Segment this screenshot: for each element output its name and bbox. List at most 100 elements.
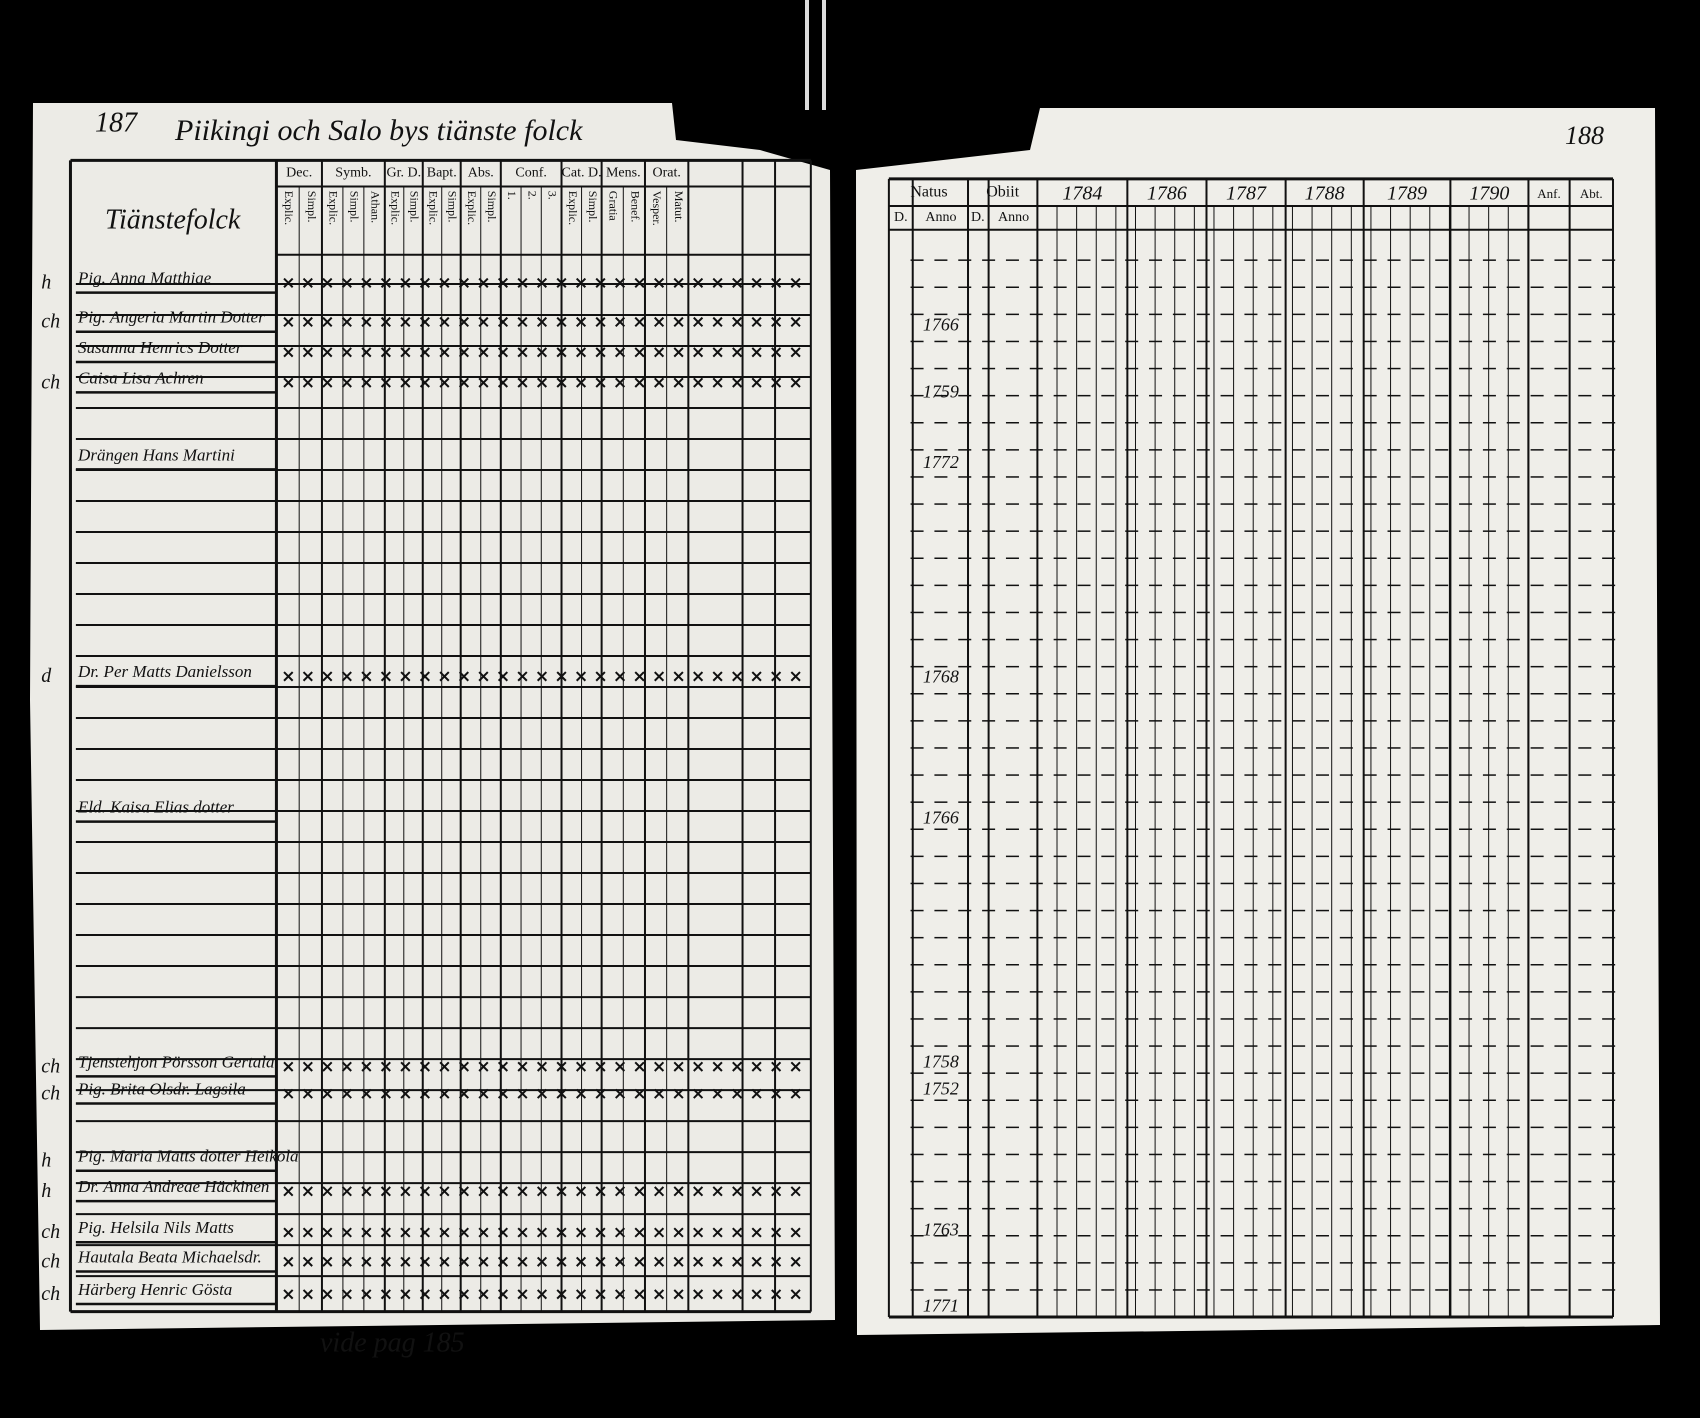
tick-cross: [400, 347, 411, 358]
tick-cross: [575, 316, 587, 327]
tick-cross: [771, 316, 782, 327]
column-subheader: Simpl.: [445, 191, 459, 223]
tick-cross: [575, 1256, 587, 1267]
tick-cross: [790, 671, 801, 682]
tick-cross: [693, 1227, 704, 1238]
margin-note: ch: [41, 1283, 60, 1305]
tick-cross: [575, 347, 587, 358]
tick-cross: [732, 1186, 743, 1197]
column-subheader: 3.: [546, 191, 560, 200]
tick-cross: [283, 1289, 294, 1300]
tick-cross: [654, 1088, 665, 1099]
tick-cross: [595, 377, 606, 388]
tick-cross: [302, 347, 313, 358]
tick-cross: [732, 671, 743, 682]
year-header: 1787: [1226, 183, 1267, 205]
tick-cross: [712, 316, 723, 327]
tick-cross: [654, 377, 665, 388]
tick-cross: [615, 671, 626, 682]
tick-cross: [517, 1227, 528, 1238]
tick-cross: [732, 1227, 743, 1238]
tick-cross: [790, 1227, 801, 1238]
binding-line: [805, 0, 809, 110]
tick-cross: [380, 377, 391, 388]
page-number: 187: [95, 107, 138, 138]
tick-cross: [497, 1289, 509, 1300]
tick-cross: [380, 1256, 391, 1267]
tick-cross: [790, 1289, 801, 1300]
margin-note: ch: [41, 1082, 60, 1104]
tick-cross: [751, 1256, 762, 1267]
tick-cross: [615, 1289, 626, 1300]
tick-cross: [790, 1061, 801, 1072]
birth-year: 1772: [923, 452, 959, 472]
tick-cross: [654, 1227, 665, 1238]
tick-cross: [673, 1289, 684, 1300]
tick-cross: [361, 1289, 372, 1300]
tick-cross: [615, 377, 626, 388]
tick-cross: [283, 1256, 294, 1267]
tick-cross: [322, 347, 333, 358]
tick-cross: [380, 347, 391, 358]
tick-cross: [458, 1227, 469, 1238]
tick-cross: [732, 316, 743, 327]
tick-cross: [556, 1256, 567, 1267]
tick-cross: [497, 377, 509, 388]
tick-cross: [302, 671, 313, 682]
tick-cross: [732, 277, 743, 288]
tick-cross: [556, 1186, 567, 1197]
tick-cross: [517, 1061, 528, 1072]
tick-cross: [322, 1289, 333, 1300]
column-header: Gr. D.: [386, 166, 421, 181]
person-name: Pig. Helsila Nils Matts: [77, 1218, 234, 1237]
tick-cross: [771, 1088, 782, 1099]
tick-cross: [283, 1186, 294, 1197]
tick-cross: [751, 1088, 762, 1099]
tick-cross: [400, 1256, 411, 1267]
tick-cross: [634, 1227, 645, 1238]
tick-cross: [380, 671, 391, 682]
tick-cross: [634, 1256, 645, 1267]
tick-cross: [751, 347, 762, 358]
column-subheader: Anno: [925, 210, 956, 225]
tick-cross: [654, 1256, 665, 1267]
tick-cross: [419, 1289, 430, 1300]
year-header: 1789: [1387, 183, 1427, 205]
tick-cross: [536, 1227, 548, 1238]
tick-cross: [478, 377, 489, 388]
tick-cross: [615, 277, 626, 288]
tick-cross: [712, 1289, 723, 1300]
column-subheader: D.: [894, 210, 908, 225]
tick-cross: [575, 1186, 587, 1197]
tick-cross: [693, 671, 704, 682]
tick-cross: [517, 1186, 528, 1197]
tick-cross: [439, 316, 450, 327]
tick-cross: [419, 1088, 430, 1099]
tick-cross: [771, 671, 782, 682]
birth-year: 1771: [923, 1295, 959, 1315]
tick-cross: [693, 1289, 704, 1300]
tick-cross: [400, 1289, 411, 1300]
person-name: Tjenstehjon Pörsson Gertala: [78, 1052, 274, 1071]
column-subheader: Explic.: [327, 191, 341, 225]
tick-cross: [615, 316, 626, 327]
tick-cross: [575, 377, 587, 388]
tick-cross: [693, 1186, 704, 1197]
tick-cross: [536, 1289, 548, 1300]
tick-cross: [322, 277, 333, 288]
tick-cross: [497, 347, 509, 358]
tick-cross: [712, 671, 723, 682]
page-number: 188: [1565, 121, 1604, 150]
year-header: 1790: [1469, 183, 1509, 205]
tick-cross: [771, 1256, 782, 1267]
column-subheader: Athan.: [369, 191, 383, 223]
tick-cross: [712, 1061, 723, 1072]
tick-cross: [361, 1227, 372, 1238]
tick-cross: [595, 1061, 606, 1072]
tick-cross: [673, 671, 684, 682]
person-name: Dr. Per Matts Danielsson: [77, 662, 252, 681]
column-header: Abs.: [468, 166, 494, 181]
column-subheader: Explic.: [282, 191, 296, 225]
tick-cross: [693, 1088, 704, 1099]
column-header: Dec.: [286, 166, 312, 181]
